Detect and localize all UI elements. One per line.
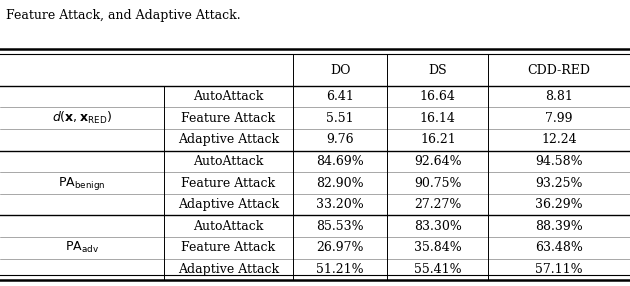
Text: Adaptive Attack: Adaptive Attack bbox=[178, 198, 279, 211]
Text: Feature Attack: Feature Attack bbox=[181, 241, 275, 254]
Text: 85.53%: 85.53% bbox=[316, 220, 364, 233]
Text: 94.58%: 94.58% bbox=[536, 155, 583, 168]
Text: 26.97%: 26.97% bbox=[316, 241, 364, 254]
Text: 16.21: 16.21 bbox=[420, 133, 455, 146]
Text: 9.76: 9.76 bbox=[326, 133, 354, 146]
Text: 16.64: 16.64 bbox=[420, 90, 455, 103]
Text: 55.41%: 55.41% bbox=[414, 263, 462, 276]
Text: $\mathrm{PA}_{\mathrm{adv}}$: $\mathrm{PA}_{\mathrm{adv}}$ bbox=[65, 240, 99, 255]
Text: Adaptive Attack: Adaptive Attack bbox=[178, 263, 279, 276]
Text: AutoAttack: AutoAttack bbox=[193, 155, 263, 168]
Text: 63.48%: 63.48% bbox=[536, 241, 583, 254]
Text: 27.27%: 27.27% bbox=[414, 198, 462, 211]
Text: 12.24: 12.24 bbox=[541, 133, 577, 146]
Text: 93.25%: 93.25% bbox=[536, 176, 583, 190]
Text: 82.90%: 82.90% bbox=[316, 176, 364, 190]
Text: AutoAttack: AutoAttack bbox=[193, 220, 263, 233]
Text: $d(\mathbf{x}, \mathbf{x}_{\mathrm{RED}})$: $d(\mathbf{x}, \mathbf{x}_{\mathrm{RED}}… bbox=[52, 110, 112, 126]
Text: CDD-RED: CDD-RED bbox=[528, 63, 591, 77]
Text: $\mathrm{PA}_{\mathrm{benign}}$: $\mathrm{PA}_{\mathrm{benign}}$ bbox=[58, 174, 106, 192]
Text: DS: DS bbox=[428, 63, 447, 77]
Text: 36.29%: 36.29% bbox=[536, 198, 583, 211]
Text: 33.20%: 33.20% bbox=[316, 198, 364, 211]
Text: 51.21%: 51.21% bbox=[316, 263, 364, 276]
Text: 5.51: 5.51 bbox=[326, 112, 354, 125]
Text: 35.84%: 35.84% bbox=[414, 241, 462, 254]
Text: 7.99: 7.99 bbox=[546, 112, 573, 125]
Text: 16.14: 16.14 bbox=[420, 112, 455, 125]
Text: 90.75%: 90.75% bbox=[414, 176, 462, 190]
Text: 88.39%: 88.39% bbox=[536, 220, 583, 233]
Text: 8.81: 8.81 bbox=[545, 90, 573, 103]
Text: 83.30%: 83.30% bbox=[414, 220, 462, 233]
Text: Feature Attack, and Adaptive Attack.: Feature Attack, and Adaptive Attack. bbox=[6, 9, 241, 21]
Text: Feature Attack: Feature Attack bbox=[181, 176, 275, 190]
Text: Feature Attack: Feature Attack bbox=[181, 112, 275, 125]
Text: DO: DO bbox=[330, 63, 350, 77]
Text: Adaptive Attack: Adaptive Attack bbox=[178, 133, 279, 146]
Text: 57.11%: 57.11% bbox=[536, 263, 583, 276]
Text: 84.69%: 84.69% bbox=[316, 155, 364, 168]
Text: AutoAttack: AutoAttack bbox=[193, 90, 263, 103]
Text: 6.41: 6.41 bbox=[326, 90, 354, 103]
Text: 92.64%: 92.64% bbox=[414, 155, 462, 168]
